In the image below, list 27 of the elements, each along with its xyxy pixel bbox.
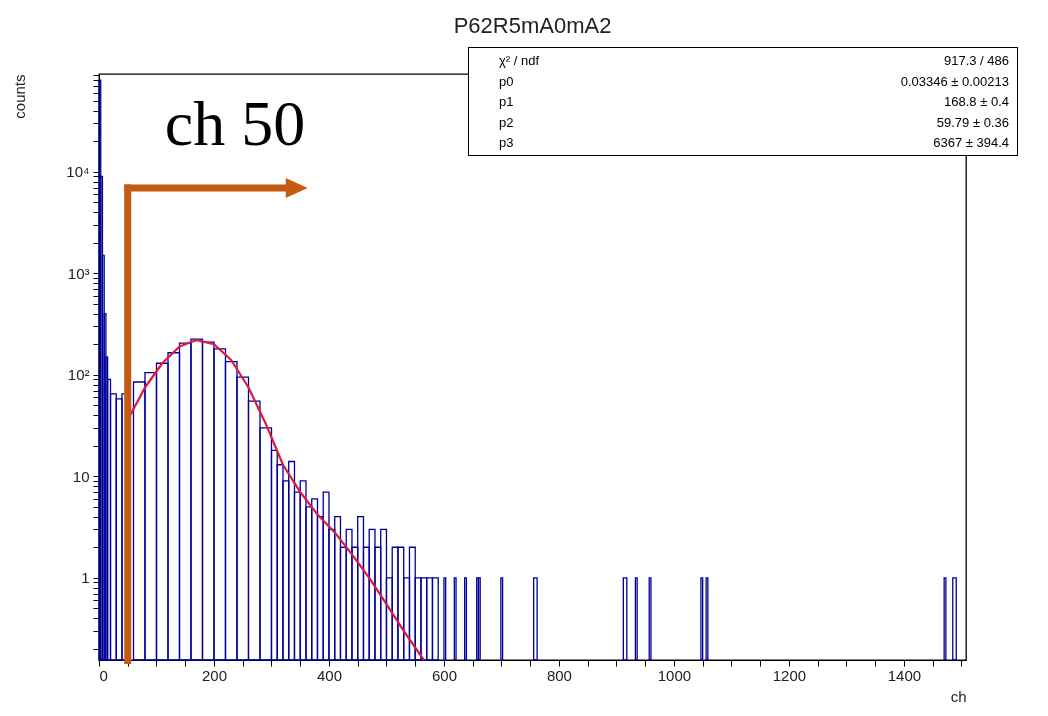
annotation: 59.79 ± 0.36 [936,113,1009,132]
annotation: p3 [499,134,514,152]
x-tick-label: 400 [316,666,342,684]
x-tick-label: 200 [201,666,227,684]
x-tick-label: 600 [431,666,457,684]
annotation: 168.8 ± 0.4 [944,93,1009,111]
x-tick-label: 0 [99,666,108,684]
x-tick-label: 1200 [772,666,807,684]
annotation: 6367 ± 394.4 [933,134,1009,152]
y-axis-title: counts [10,74,28,119]
y-tick-label: 10⁴ [66,163,90,181]
y-tick-label: 10² [67,366,90,384]
annotation: p0 [499,72,514,91]
y-tick-label: 10³ [67,264,90,282]
annotation: p2 [499,113,514,132]
chart-title: P62R5mA0mA2 [453,12,612,38]
annotation: 0.03346 ± 0.00213 [900,72,1009,91]
x-tick-label: 1000 [657,666,692,684]
y-tick-label: 10 [72,467,90,485]
text: χ² / ndf [499,52,540,70]
annotation: p1 [499,93,514,111]
y-tick-label: 1 [81,569,90,587]
x-tick-label: 1400 [887,666,922,684]
text: 917.3 / 486 [943,52,1009,70]
x-tick-label: 800 [546,666,572,684]
x-axis-title: ch [950,687,967,705]
ref-line-label: ch 50 [164,88,306,159]
